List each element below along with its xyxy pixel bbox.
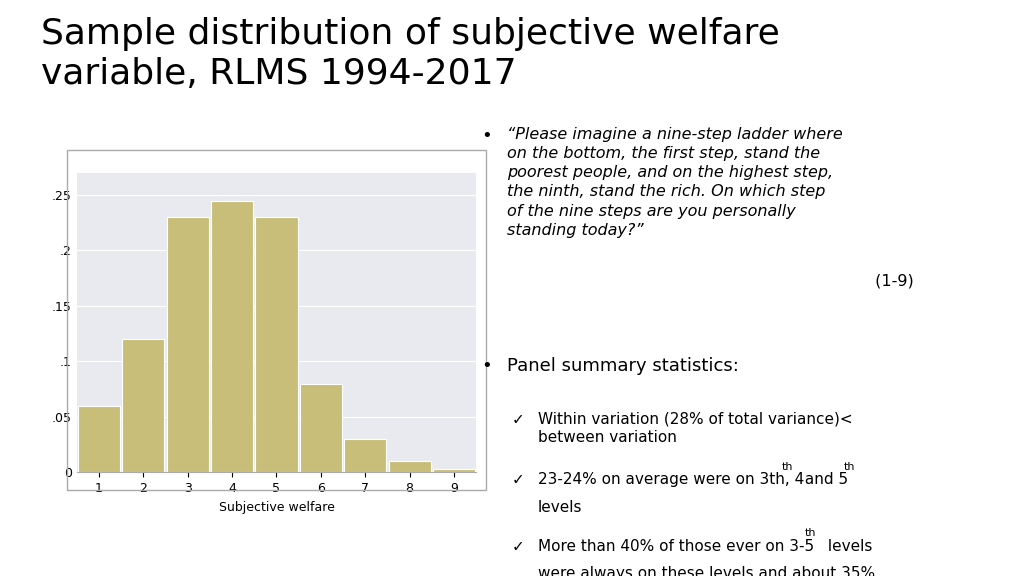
Bar [167, 217, 209, 472]
Text: ✓: ✓ [512, 472, 524, 487]
Bar [344, 439, 386, 472]
Text: (1-9): (1-9) [870, 274, 914, 289]
Text: •: • [481, 357, 492, 375]
Text: Panel summary statistics:: Panel summary statistics: [507, 357, 738, 375]
Bar [300, 384, 342, 472]
Text: “Please imagine a nine-step ladder where
on the bottom, the first step, stand th: “Please imagine a nine-step ladder where… [507, 127, 843, 238]
Text: were always on these levels and about 35%: were always on these levels and about 35… [538, 566, 874, 576]
Text: and 5: and 5 [800, 472, 848, 487]
Text: Within variation (28% of total variance)<
between variation: Within variation (28% of total variance)… [538, 412, 852, 445]
Bar [388, 461, 431, 472]
Text: Sample distribution of subjective welfare
variable, RLMS 1994-2017: Sample distribution of subjective welfar… [41, 17, 779, 90]
Text: ✓: ✓ [512, 539, 524, 554]
Text: More than 40% of those ever on 3-5: More than 40% of those ever on 3-5 [538, 539, 814, 554]
Text: th: th [844, 462, 855, 472]
X-axis label: Subjective welfare: Subjective welfare [218, 501, 335, 514]
Text: th: th [805, 528, 816, 538]
Bar [433, 469, 475, 472]
Bar [255, 217, 298, 472]
Bar [211, 200, 253, 472]
Text: ✓: ✓ [512, 412, 524, 427]
Bar [78, 406, 120, 472]
Bar [122, 339, 165, 472]
Text: levels: levels [823, 539, 872, 554]
Text: th: th [781, 462, 793, 472]
Text: 23-24% on average were on 3th, 4: 23-24% on average were on 3th, 4 [538, 472, 804, 487]
Text: levels: levels [538, 500, 582, 515]
Text: •: • [481, 127, 492, 145]
